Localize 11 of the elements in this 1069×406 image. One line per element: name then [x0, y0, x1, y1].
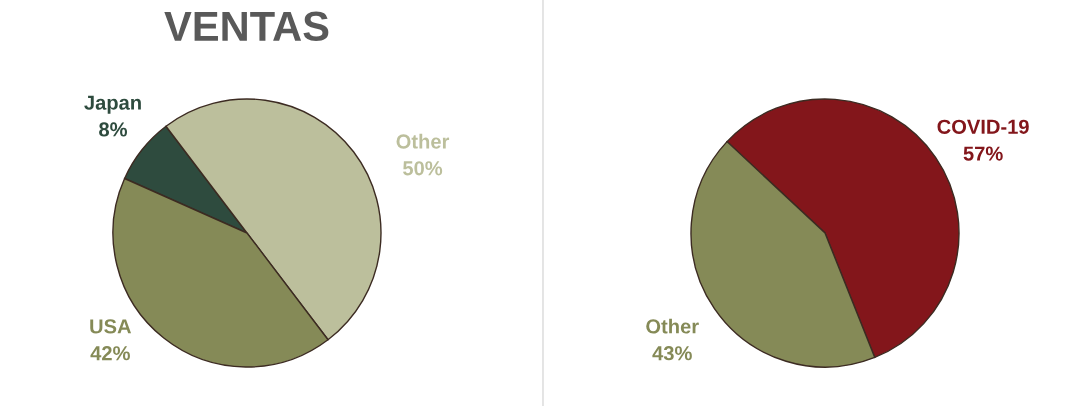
slice-label: USA — [90, 319, 132, 334]
chart-title: VENTAS — [164, 11, 329, 42]
data-label: 50% — [403, 161, 443, 176]
slice-label: Other — [646, 318, 699, 334]
slice-label: Japan — [84, 95, 141, 114]
slice-label: COVID-19 — [937, 119, 1029, 134]
data-label: 43% — [652, 346, 692, 361]
data-label: 57% — [963, 146, 1003, 161]
data-label: 42% — [90, 346, 130, 361]
slice-label: Other — [396, 133, 450, 149]
data-label: 8% — [99, 122, 128, 137]
